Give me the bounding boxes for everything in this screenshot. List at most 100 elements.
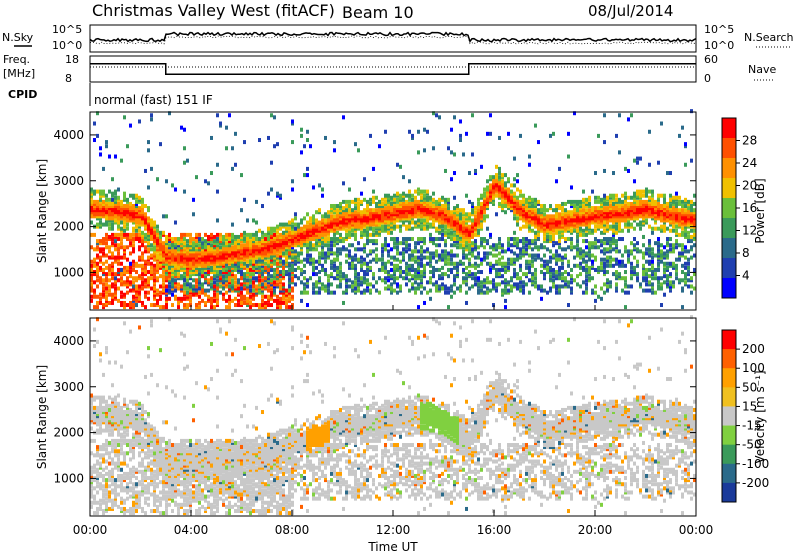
power-cell <box>588 278 591 283</box>
power-cell <box>624 282 627 287</box>
power-cell <box>105 245 108 250</box>
power-cell <box>348 263 351 268</box>
power-cell <box>549 133 552 138</box>
power-cell <box>372 199 375 204</box>
power-cell <box>294 267 297 272</box>
power-cell <box>516 286 519 291</box>
power-cell <box>102 278 105 283</box>
power-cell <box>624 249 627 254</box>
power-cell <box>168 234 171 239</box>
power-cell <box>123 249 126 254</box>
power-cell <box>315 284 318 289</box>
power-cell <box>543 204 546 209</box>
power-cell <box>204 245 207 250</box>
power-cell <box>579 199 582 204</box>
power-cell <box>261 255 264 260</box>
power-cell <box>126 303 129 308</box>
power-cell <box>225 290 228 295</box>
power-cell <box>513 212 516 217</box>
power-cell <box>180 288 183 293</box>
power-cell <box>537 245 540 250</box>
power-cell <box>138 199 141 204</box>
power-cell <box>366 232 369 237</box>
power-cell <box>447 212 450 217</box>
power-cell <box>615 201 618 206</box>
power-cell <box>537 228 540 233</box>
power-cell <box>585 270 588 275</box>
power-cell <box>276 255 279 260</box>
power-cell <box>606 255 609 260</box>
noise-left-tick-top: 10^5 <box>52 23 82 36</box>
power-cell <box>504 199 507 204</box>
power-cell <box>630 261 633 266</box>
power-cell <box>576 249 579 254</box>
power-cell <box>312 216 315 221</box>
power-cell <box>270 280 273 285</box>
power-cell <box>306 129 309 134</box>
power-cell <box>549 220 552 225</box>
power-cell <box>141 303 144 308</box>
power-cell <box>540 228 543 233</box>
power-cell <box>282 296 285 301</box>
power-cell <box>117 187 120 192</box>
power-cell <box>525 210 528 215</box>
power-cell <box>258 253 261 258</box>
power-cell <box>282 286 285 291</box>
power-cell <box>435 204 438 209</box>
power-cell <box>303 237 306 242</box>
power-cell <box>105 197 108 202</box>
power-cell <box>282 265 285 270</box>
power-cell <box>525 237 528 242</box>
power-cell <box>480 224 483 229</box>
power-cell <box>159 251 162 256</box>
power-cell <box>600 243 603 248</box>
power-cell <box>453 265 456 270</box>
power-cell <box>222 249 225 254</box>
power-cell <box>261 247 264 252</box>
power-cell <box>351 212 354 217</box>
power-cell <box>243 261 246 266</box>
power-cell <box>231 253 234 258</box>
power-cell <box>594 171 597 176</box>
power-cell <box>579 228 582 233</box>
power-cell <box>216 292 219 297</box>
power-cell <box>162 230 165 235</box>
power-cell <box>405 218 408 223</box>
power-cell <box>147 216 150 221</box>
power-cell <box>498 177 501 182</box>
power-cell <box>426 210 429 215</box>
power-cell <box>297 228 300 233</box>
power-cell <box>180 251 183 256</box>
power-cell <box>414 274 417 279</box>
power-cell <box>180 243 183 248</box>
power-cell <box>327 226 330 231</box>
power-cell <box>354 214 357 219</box>
power-cell <box>156 245 159 250</box>
power-cell <box>546 218 549 223</box>
power-cell <box>429 270 432 275</box>
power-cell <box>312 286 315 291</box>
power-cell <box>222 274 225 279</box>
power-cell <box>147 243 150 248</box>
power-cell <box>531 212 534 217</box>
power-cell <box>399 212 402 217</box>
power-cell <box>468 251 471 256</box>
power-cell <box>279 286 282 291</box>
power-cell <box>510 195 513 200</box>
power-cell <box>366 282 369 287</box>
power-cell <box>330 290 333 295</box>
power-cell <box>546 267 549 272</box>
power-cell <box>237 245 240 250</box>
power-cell <box>183 284 186 289</box>
power-cell <box>384 263 387 268</box>
power-cell <box>471 230 474 235</box>
power-cell <box>501 206 504 211</box>
power-cell <box>222 296 225 301</box>
power-cell <box>378 228 381 233</box>
power-cell <box>141 255 144 260</box>
power-cell <box>312 237 315 242</box>
power-cell <box>417 265 420 270</box>
power-cell <box>249 257 252 262</box>
power-cell <box>624 206 627 211</box>
